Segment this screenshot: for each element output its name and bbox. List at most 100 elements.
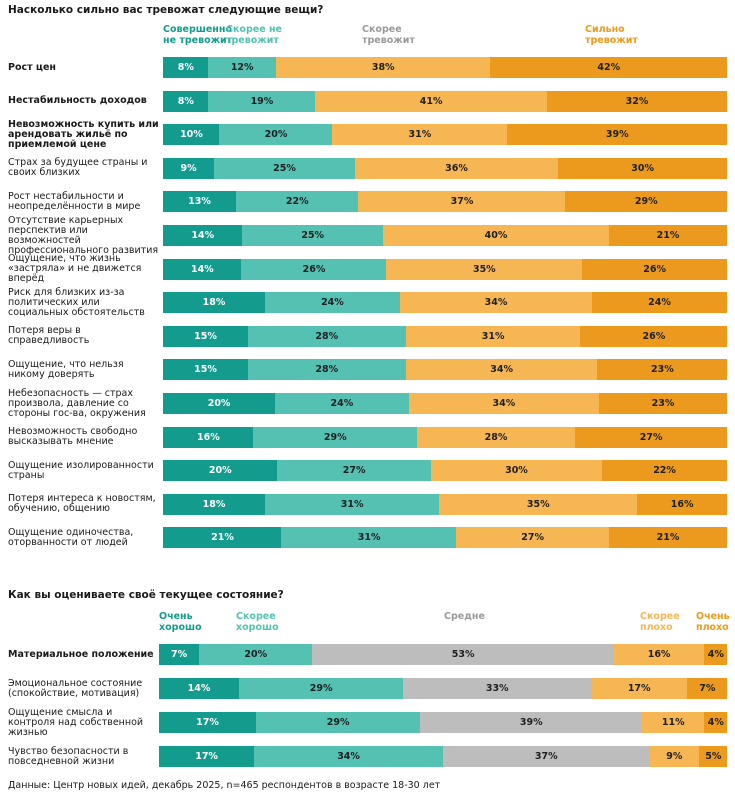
data-label: 39% [605, 129, 629, 141]
data-label: 39% [519, 717, 543, 728]
data-label: 34% [490, 364, 514, 376]
bar-segment: 24% [274, 393, 410, 414]
bar-segment: 29% [565, 191, 728, 213]
data-label: 8% [177, 95, 194, 107]
bar-segment: 15% [163, 325, 249, 347]
data-label: 29% [323, 431, 347, 443]
bar-segment: 7% [687, 678, 728, 699]
bar-segment: 37% [443, 746, 650, 767]
bar-segment: 23% [597, 359, 728, 381]
bar-segment: 15% [163, 359, 249, 381]
data-label: 7% [699, 683, 716, 694]
data-label: 53% [451, 649, 475, 660]
data-label: 15% [194, 364, 217, 376]
bar-segment: 27% [574, 426, 728, 448]
data-label: 20% [264, 129, 288, 141]
data-label: 17% [627, 683, 651, 694]
data-label: 29% [309, 683, 333, 694]
data-label: 13% [188, 196, 211, 208]
data-label: 25% [273, 162, 296, 174]
category-label: Ощущение, что жизнь «застряла» и не движ… [8, 253, 142, 285]
chart-title: Насколько сильно вас тревожат следующие … [8, 4, 324, 16]
data-label: 28% [315, 364, 339, 376]
data-label: 23% [651, 364, 674, 376]
data-label: 4% [707, 649, 724, 660]
data-label: 24% [648, 297, 671, 309]
bar-segment: 18% [163, 493, 266, 515]
bar-segment: 24% [591, 292, 728, 314]
data-label: 9% [666, 751, 683, 762]
legend-label: Сильно тревожит [585, 24, 638, 46]
bar-segment: 25% [241, 225, 384, 246]
bar-segment: 29% [255, 712, 421, 733]
bar-segment: 35% [439, 493, 638, 515]
bar-segment: 9% [649, 746, 700, 767]
bar-segment: 28% [247, 359, 406, 381]
data-label: 37% [450, 196, 474, 208]
bar-segment: 20% [163, 460, 278, 482]
data-label: 34% [337, 751, 360, 762]
data-label: 23% [651, 398, 675, 409]
data-label: 29% [634, 196, 658, 208]
data-label: 22% [653, 465, 676, 477]
data-label: 7% [171, 649, 188, 660]
bar-segment: 8% [163, 57, 209, 78]
legend-label: Скорее не тревожит [226, 24, 282, 46]
bar-segment: 7% [159, 644, 200, 665]
data-label: 38% [371, 62, 395, 73]
legend-label: Совершенно не тревожит [163, 24, 233, 46]
bar-segment: 26% [581, 258, 728, 280]
data-label: 16% [196, 431, 220, 443]
data-label: 10% [180, 129, 203, 141]
category-label: Страх за будущее страны и своих близких [8, 157, 148, 179]
category-label: Ощущение одиночества, оторванности от лю… [8, 526, 134, 548]
bar-segment: 13% [163, 191, 237, 213]
bar-segment: 40% [382, 225, 610, 246]
bar-segment: 27% [456, 527, 610, 549]
category-label: Ощущение, что нельзя никому доверять [8, 358, 124, 380]
bar-segment: 8% [163, 90, 209, 112]
category-label: Рост нестабильности и неопределённости в… [8, 190, 141, 212]
data-label: 31% [481, 330, 505, 342]
bar-segment: 26% [580, 325, 728, 347]
data-label: 34% [492, 398, 516, 409]
data-label: 20% [207, 398, 231, 409]
category-label: Потеря веры в справедливость [8, 325, 90, 347]
data-label: 35% [472, 263, 496, 275]
category-label: Риск для близких из-за политических или … [8, 286, 145, 318]
bar-segment: 30% [430, 460, 603, 482]
bar-segment: 35% [386, 258, 583, 280]
data-label: 20% [244, 649, 268, 660]
bar-segment: 33% [403, 678, 592, 699]
bar-segment: 31% [405, 325, 581, 347]
data-label: 9% [180, 162, 197, 174]
legend-label: Скорее тревожит [362, 24, 415, 46]
data-label: 32% [625, 95, 649, 107]
data-label: 35% [526, 498, 550, 510]
legend-label: Очень хорошо [159, 611, 202, 633]
bar-segment: 39% [420, 712, 643, 733]
legend-label: Скорее хорошо [236, 611, 279, 633]
bar-segment: 53% [312, 644, 614, 665]
category-label: Чувство безопасности в повседневной жизн… [8, 745, 129, 767]
data-label: 30% [631, 162, 655, 174]
bar-segment: 12% [208, 57, 277, 78]
category-label: Небезопасность — страх произвола, давлен… [8, 387, 146, 419]
data-label: 33% [485, 683, 509, 694]
data-label: 27% [342, 465, 366, 477]
data-label: 14% [190, 263, 214, 275]
data-label: 41% [419, 95, 443, 107]
bar-segment: 18% [163, 292, 266, 314]
data-label: 12% [230, 62, 254, 73]
data-label: 31% [408, 129, 432, 141]
data-label: 26% [302, 263, 326, 275]
bar-segment: 34% [399, 292, 593, 314]
bar-segment: 14% [163, 225, 243, 246]
bar-segment: 14% [163, 258, 242, 280]
data-label: 28% [315, 330, 339, 342]
bar-segment: 21% [608, 225, 728, 246]
bar-segment: 26% [241, 258, 387, 280]
category-label: Рост цен [8, 61, 56, 73]
bar-segment: 20% [219, 124, 333, 146]
bar-segment: 11% [641, 712, 705, 733]
